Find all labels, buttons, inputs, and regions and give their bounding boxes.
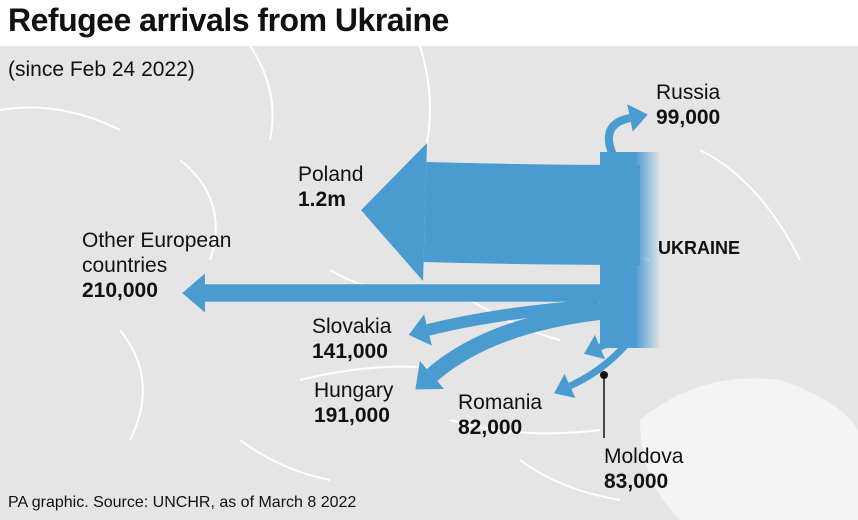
flow-name: Poland: [298, 163, 364, 186]
flow-name: Slovakia: [312, 315, 392, 338]
arrow-head: [583, 334, 606, 360]
flow-label: Russia 99,000: [656, 80, 720, 130]
arrow-head: [627, 104, 648, 132]
title: Refugee arrivals from Ukraine: [8, 2, 449, 38]
flow-name: Romania: [458, 391, 543, 414]
flow-value: 141,000: [312, 340, 388, 363]
flow-label: Romania 82,000: [458, 390, 542, 440]
flow-arrow: [426, 299, 601, 336]
flow-value: 1.2m: [298, 188, 346, 211]
flow-value: 191,000: [314, 404, 390, 427]
sea: [640, 378, 858, 520]
arrow-head: [361, 143, 427, 281]
flow-value: 83,000: [604, 470, 669, 493]
flow-name: Russia: [656, 81, 721, 104]
leader-dot: [600, 371, 608, 379]
title-band: [0, 0, 858, 46]
flow-value: 99,000: [656, 106, 721, 129]
arrow-head: [182, 273, 205, 313]
origin-band: [600, 152, 636, 348]
flow-label: Slovakia 141,000: [312, 314, 391, 364]
subtitle: (since Feb 24 2022): [8, 58, 195, 81]
origin-label: UKRAINE: [658, 238, 741, 258]
arrow-head: [415, 360, 445, 390]
flow-value: 210,000: [82, 279, 158, 302]
arrow-head: [554, 374, 576, 398]
flow-label: Moldova 83,000: [604, 444, 683, 494]
arrow-head: [408, 314, 432, 346]
origin-fade: [635, 152, 661, 348]
flow-value: 82,000: [458, 416, 523, 439]
source-note: PA graphic. Source: UNCHR, as of March 8…: [8, 494, 357, 511]
flow-label: Hungary 191,000: [314, 378, 393, 428]
flow-label: Poland 1.2m: [298, 162, 363, 212]
flow-label: Other European countries 210,000: [82, 228, 257, 303]
flow-name: Hungary: [314, 379, 394, 402]
flow-arrow: [426, 304, 601, 382]
flow-name: Other European countries: [82, 229, 232, 277]
flow-name: Moldova: [604, 445, 684, 468]
